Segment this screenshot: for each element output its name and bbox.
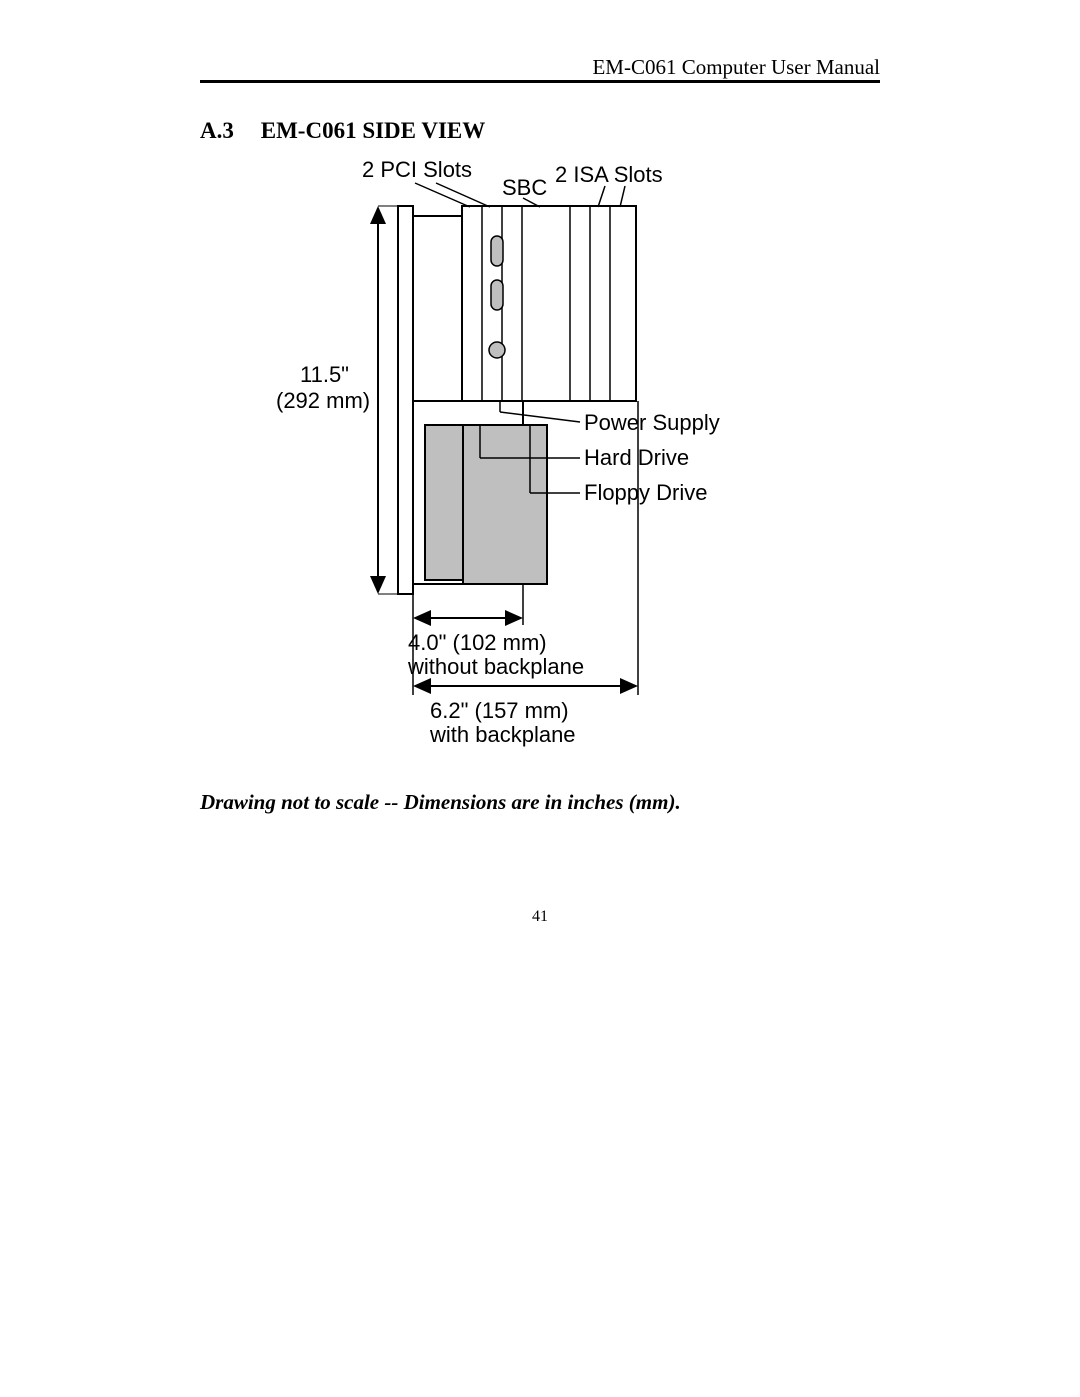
port-circle-icon — [489, 342, 505, 358]
label-depth-bp-txt: with backplane — [429, 722, 576, 747]
header-rule — [200, 80, 880, 83]
label-height-inches: 11.5" — [300, 362, 349, 387]
label-floppy-drive: Floppy Drive — [584, 480, 707, 505]
label-depth-bp-dim: 6.2" (157 mm) — [430, 698, 569, 723]
side-view-diagram: 2 PCI Slots SBC 2 ISA Slots 11.5" (292 m… — [200, 150, 880, 770]
label-hard-drive: Hard Drive — [584, 445, 689, 470]
header-title: EM-C061 Computer User Manual — [592, 55, 880, 80]
scale-note: Drawing not to scale -- Dimensions are i… — [200, 790, 681, 815]
document-page: EM-C061 Computer User Manual A.3 EM-C061… — [0, 0, 1080, 1397]
label-isa-slots: 2 ISA Slots — [555, 162, 663, 187]
port-pill-icon — [491, 280, 503, 310]
port-pill-icon — [491, 236, 503, 266]
section-title-text: EM-C061 SIDE VIEW — [261, 118, 486, 143]
floppy-drive-box — [463, 425, 547, 584]
label-depth-no-bp-dim: 4.0" (102 mm) — [408, 630, 547, 655]
label-height-mm: (292 mm) — [276, 388, 370, 413]
section-number: A.3 — [200, 118, 255, 144]
label-power-supply: Power Supply — [584, 410, 720, 435]
section-heading: A.3 EM-C061 SIDE VIEW — [200, 118, 485, 144]
front-panel — [398, 206, 413, 594]
page-number: 41 — [0, 908, 1080, 926]
label-pci-slots: 2 PCI Slots — [362, 157, 472, 182]
label-depth-no-bp-txt: without backplane — [407, 654, 584, 679]
label-sbc: SBC — [502, 175, 547, 200]
